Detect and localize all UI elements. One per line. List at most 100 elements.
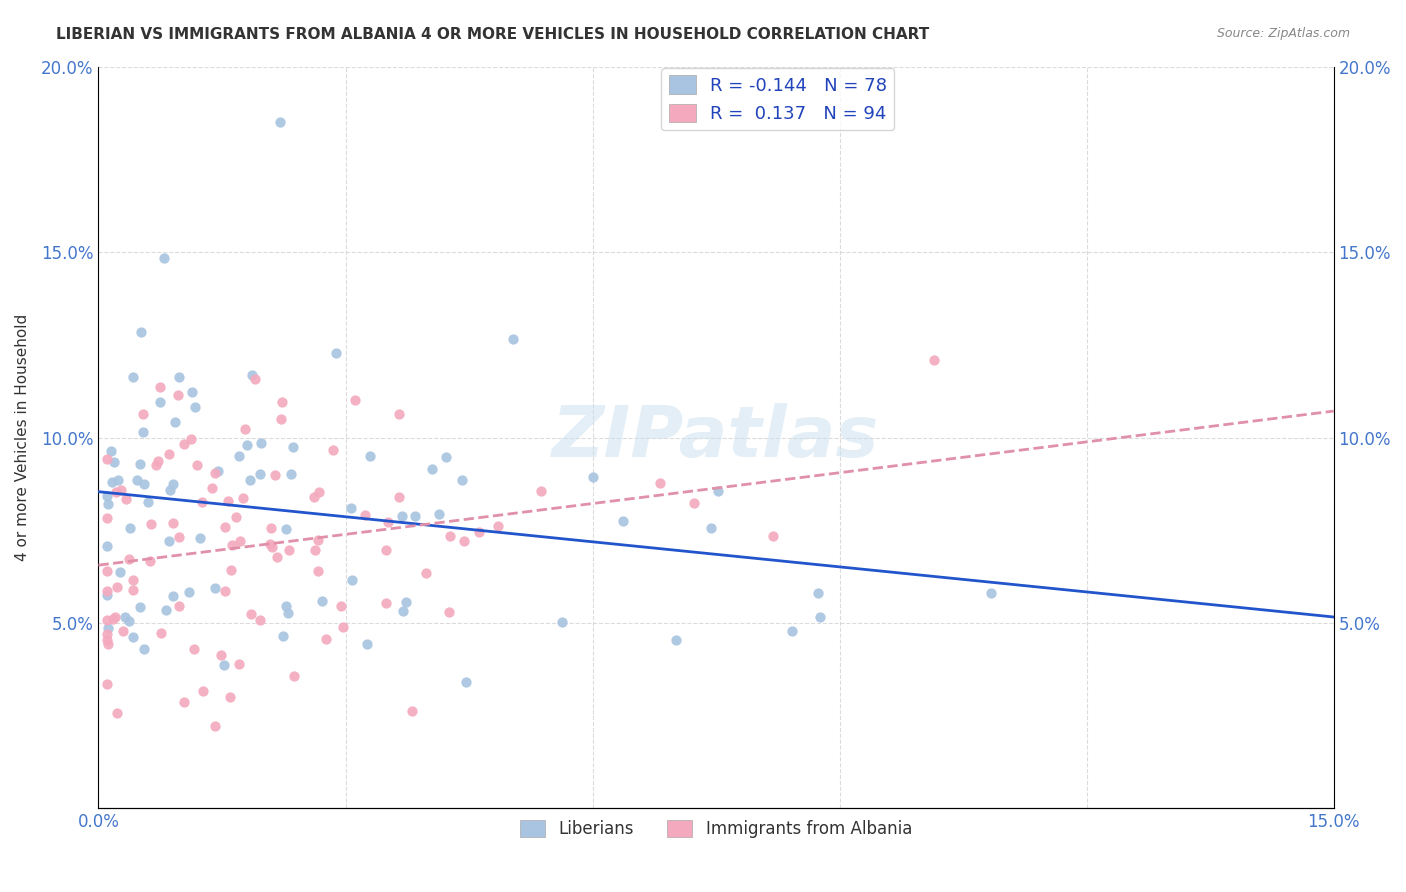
- Point: [276, 599, 298, 613]
- Point: [122, 573, 145, 587]
- Point: [112, 624, 135, 639]
- Point: [96, 489, 118, 503]
- Point: [307, 565, 329, 579]
- Point: [173, 437, 195, 451]
- Point: [204, 718, 226, 732]
- Point: [183, 641, 205, 656]
- Point: [193, 683, 215, 698]
- Point: [212, 657, 235, 672]
- Point: [467, 524, 489, 539]
- Point: [330, 599, 353, 614]
- Point: [136, 495, 159, 509]
- Point: [162, 590, 184, 604]
- Point: [486, 519, 509, 533]
- Point: [105, 484, 128, 499]
- Text: Source: ZipAtlas.com: Source: ZipAtlas.com: [1216, 27, 1350, 40]
- Point: [270, 412, 292, 426]
- Point: [219, 564, 242, 578]
- Point: [229, 534, 252, 549]
- Point: [96, 676, 118, 690]
- Point: [344, 393, 367, 408]
- Point: [105, 706, 128, 721]
- Point: [188, 531, 211, 545]
- Point: [236, 438, 259, 452]
- Point: [502, 332, 524, 346]
- Point: [214, 583, 236, 598]
- Point: [139, 554, 162, 568]
- Point: [401, 704, 423, 718]
- Point: [225, 509, 247, 524]
- Point: [762, 529, 785, 543]
- Point: [134, 477, 156, 491]
- Point: [97, 621, 120, 635]
- Point: [250, 436, 273, 450]
- Point: [228, 657, 250, 672]
- Point: [152, 251, 174, 265]
- Point: [240, 368, 263, 382]
- Point: [260, 540, 283, 554]
- Point: [377, 515, 399, 529]
- Point: [114, 610, 136, 624]
- Point: [307, 533, 329, 547]
- Point: [271, 395, 294, 409]
- Point: [450, 473, 472, 487]
- Point: [806, 586, 828, 600]
- Point: [437, 605, 460, 619]
- Point: [404, 509, 426, 524]
- Point: [395, 595, 418, 609]
- Point: [157, 447, 180, 461]
- Point: [129, 457, 152, 471]
- Point: [269, 115, 291, 129]
- Point: [103, 612, 125, 626]
- Point: [427, 507, 450, 521]
- Point: [96, 626, 118, 640]
- Point: [118, 614, 141, 628]
- Point: [240, 607, 263, 621]
- Point: [249, 467, 271, 482]
- Y-axis label: 4 or more Vehicles in Household: 4 or more Vehicles in Household: [15, 314, 30, 561]
- Point: [128, 599, 150, 614]
- Point: [612, 514, 634, 528]
- Point: [283, 668, 305, 682]
- Point: [131, 407, 153, 421]
- Point: [96, 511, 118, 525]
- Point: [243, 372, 266, 386]
- Point: [181, 384, 204, 399]
- Point: [129, 325, 152, 339]
- Point: [118, 521, 141, 535]
- Point: [150, 625, 173, 640]
- Point: [100, 444, 122, 458]
- Point: [699, 521, 721, 535]
- Point: [173, 695, 195, 709]
- Point: [97, 637, 120, 651]
- Point: [184, 400, 207, 414]
- Point: [167, 530, 190, 544]
- Point: [146, 454, 169, 468]
- Point: [107, 474, 129, 488]
- Point: [204, 466, 226, 480]
- Point: [114, 491, 136, 506]
- Point: [453, 533, 475, 548]
- Point: [221, 538, 243, 552]
- Point: [125, 473, 148, 487]
- Point: [259, 537, 281, 551]
- Point: [96, 452, 118, 467]
- Point: [808, 610, 831, 624]
- Point: [340, 500, 363, 515]
- Point: [456, 674, 478, 689]
- Point: [96, 564, 118, 578]
- Point: [214, 519, 236, 533]
- Point: [260, 520, 283, 534]
- Point: [439, 529, 461, 543]
- Point: [277, 543, 299, 558]
- Point: [353, 508, 375, 522]
- Point: [179, 585, 201, 599]
- Point: [683, 496, 706, 510]
- Point: [228, 450, 250, 464]
- Point: [162, 477, 184, 491]
- Point: [186, 458, 208, 472]
- Point: [232, 491, 254, 505]
- Point: [665, 632, 688, 647]
- Point: [322, 442, 344, 457]
- Point: [332, 620, 354, 634]
